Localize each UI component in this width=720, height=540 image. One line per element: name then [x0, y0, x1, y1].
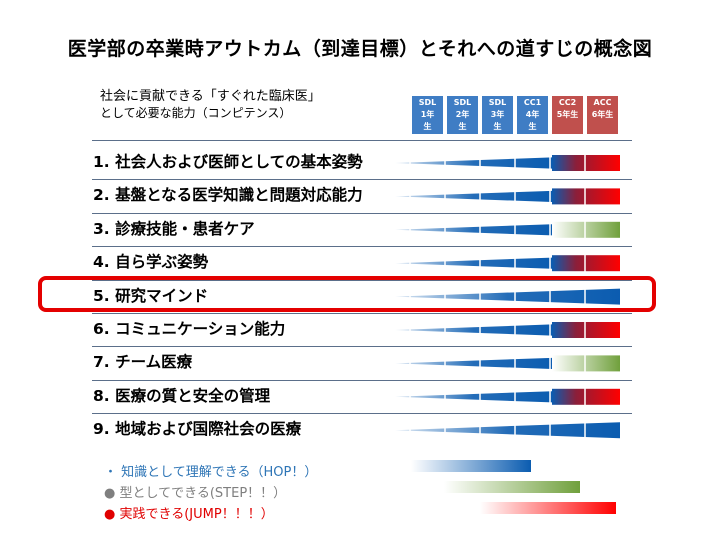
competency-label: 4. 自ら学ぶ姿勢	[93, 253, 209, 272]
competency-final-band	[552, 322, 620, 338]
legend-bullet-icon: ●	[104, 486, 120, 501]
row-divider	[92, 179, 632, 181]
competency-wedge	[395, 257, 552, 269]
legend-bullet-icon: ・	[104, 465, 122, 480]
competency-label: 7. チーム医療	[93, 353, 193, 372]
year-column-label: CC1	[523, 98, 542, 107]
intro-line-1: 社会に貢献できる「すぐれた臨床医」	[100, 89, 321, 104]
year-column-header: CC1 4年生	[517, 96, 548, 134]
year-column-label: ACC	[593, 98, 612, 107]
page-title: 医学部の卒業時アウトカム（到達目標）とそれへの道すじの概念図	[67, 38, 653, 60]
row-divider	[92, 313, 632, 314]
year-column-label: 2年	[455, 110, 470, 119]
year-column-label: SDL	[453, 98, 472, 107]
competency-final-band	[552, 221, 620, 238]
legend-text: 型としてできる(STEP！！）	[119, 486, 287, 501]
row-divider	[92, 246, 632, 248]
year-column-label: 生	[493, 122, 502, 131]
competency-wedge	[395, 324, 552, 336]
header-divider	[92, 140, 632, 141]
year-column-label: SDL	[418, 98, 437, 107]
competency-final-band	[552, 388, 620, 405]
competency-label: 2. 基盤となる医学知識と問題対応能力	[93, 186, 363, 205]
legend-gradient-bar	[480, 502, 616, 514]
legend-item: ・ 知識として理解できる（HOP！）	[104, 462, 317, 483]
year-column-label: CC2	[558, 98, 577, 107]
year-column-label: 5年生	[556, 110, 579, 119]
legend-bullet-icon: ●	[104, 507, 120, 522]
year-column-label: 生	[528, 122, 537, 131]
year-column-header: SDL 2年生	[447, 96, 478, 134]
competency-label: 6. コミュニケーション能力	[93, 320, 286, 338]
year-column-header: ACC 6年生	[587, 96, 618, 134]
year-column-header: SDL 1年生	[412, 96, 443, 134]
legend-item: ● 型としてできる(STEP！！）	[104, 483, 286, 504]
competency-wedge	[395, 190, 552, 202]
competency-wedge	[395, 157, 552, 169]
competency-label: 5. 研究マインド	[93, 286, 209, 305]
year-column-label: 生	[423, 122, 432, 131]
row-divider	[92, 379, 632, 381]
year-column-label: 生	[458, 122, 467, 131]
competency-final-band	[552, 355, 620, 372]
year-column-header: SDL 3年生	[482, 96, 513, 134]
competency-label: 1. 社会人および医師としての基本姿勢	[93, 153, 363, 171]
year-column-label: 1年	[420, 110, 435, 119]
year-column-label: SDL	[488, 98, 507, 107]
year-column-header: CC2 5年生	[552, 96, 583, 134]
competency-label: 3. 診療技能・患者ケア	[93, 219, 255, 238]
row-divider	[92, 346, 632, 348]
legend-text: 実践できる(JUMP！！！）	[119, 507, 274, 522]
row-divider	[92, 279, 632, 281]
competency-final-band	[552, 155, 620, 171]
row-divider	[92, 413, 632, 415]
competency-final-band	[552, 188, 620, 205]
legend-gradient-bar	[444, 481, 580, 493]
competency-wedge	[395, 391, 552, 403]
year-column-label: 4年	[525, 110, 540, 119]
research-mind-highlight	[38, 276, 656, 312]
legend-item: ● 実践できる(JUMP！！！）	[104, 504, 274, 525]
year-column-label: 6年生	[591, 110, 614, 119]
competency-wedge	[395, 288, 620, 305]
legend-gradient-bar	[411, 460, 531, 472]
intro-line-2: として必要な能力（コンピテンス）	[100, 106, 292, 120]
competency-wedge	[395, 224, 552, 236]
intro-text: 社会に貢献できる「すぐれた臨床医」 として必要な能力（コンピテンス）	[100, 88, 321, 122]
row-divider	[92, 212, 632, 214]
competency-wedge	[395, 357, 552, 369]
competency-label: 9. 地域および国際社会の医療	[93, 420, 302, 439]
competency-wedge	[395, 422, 620, 439]
year-column-label: 3年	[490, 110, 505, 119]
competency-final-band	[552, 255, 620, 272]
legend-text: 知識として理解できる（HOP！）	[121, 465, 318, 480]
competency-label: 8. 医療の質と安全の管理	[93, 386, 271, 405]
